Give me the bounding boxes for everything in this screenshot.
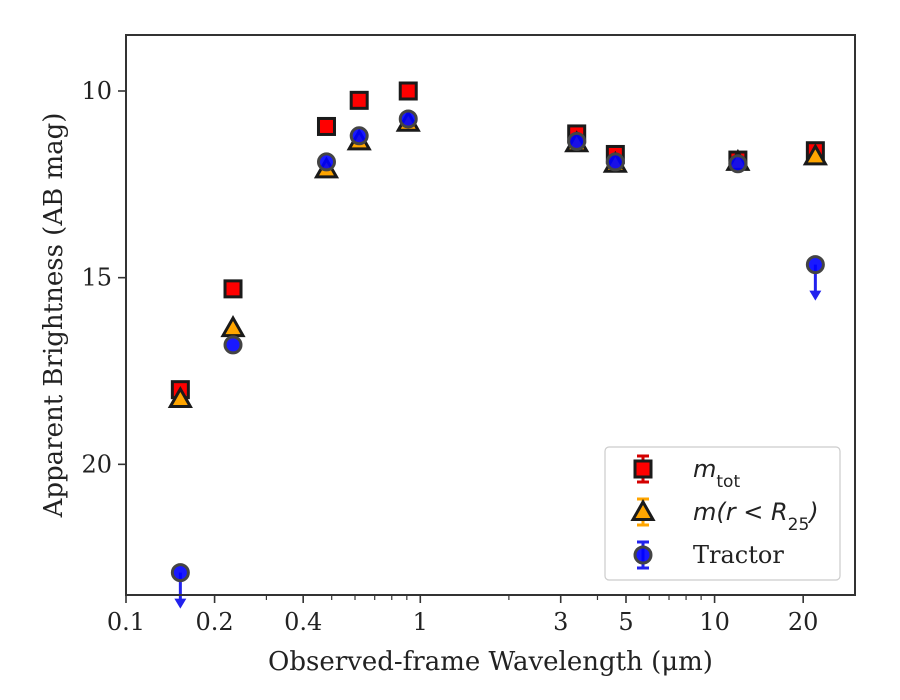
data-point [316, 152, 336, 172]
x-tick-label: 3 [553, 608, 568, 636]
x-tick-label: 0.1 [107, 608, 145, 636]
x-tick-label: 10 [699, 608, 730, 636]
x-tick-label: 5 [618, 608, 633, 636]
legend-box [604, 446, 841, 581]
legend-label: Tractor [693, 541, 784, 569]
y-axis-label: Apparent Brightness (AB mag) [39, 113, 69, 519]
legend-marker [630, 498, 656, 521]
data-point [349, 126, 369, 146]
x-tick-label: 1 [413, 608, 428, 636]
legend-entry: Tractor [633, 540, 784, 570]
data-marks [167, 81, 828, 609]
legend-marker [633, 459, 653, 479]
x-tick-label: 20 [788, 608, 819, 636]
plot-frame [125, 34, 856, 596]
data-point [223, 279, 243, 299]
data-point [223, 335, 243, 355]
data-point [170, 563, 190, 583]
series-circle [170, 109, 825, 609]
x-tick-label: 0.2 [196, 608, 234, 636]
data-point [728, 154, 748, 174]
data-point [349, 90, 369, 110]
arrow-head [809, 290, 822, 301]
y-tick-label: 20 [81, 450, 112, 478]
axis-ticks: 0.1 0.2 0.4 1 3 5 10 20 10 15 20 [81, 77, 818, 636]
arrow-head [174, 598, 187, 609]
data-point [802, 143, 828, 166]
y-tick-label: 10 [81, 77, 112, 105]
x-tick-label: 0.4 [284, 608, 322, 636]
y-tick-label: 15 [81, 264, 112, 292]
data-point [167, 385, 193, 408]
legend-marker [633, 545, 653, 565]
data-point [398, 81, 418, 101]
data-point [398, 109, 418, 129]
data-point [316, 116, 336, 136]
data-point [567, 131, 587, 151]
data-point [805, 255, 825, 275]
x-axis-label: Observed-frame Wavelength (μm) [268, 647, 713, 677]
data-point [605, 152, 625, 172]
